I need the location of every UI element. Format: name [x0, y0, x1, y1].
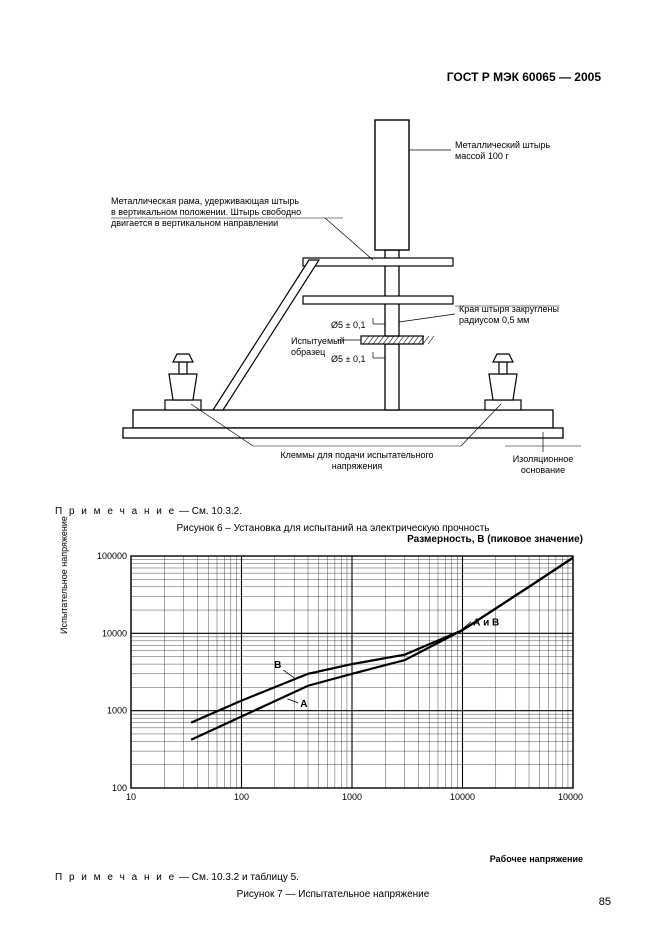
svg-text:Клеммы для подачи испытательно: Клеммы для подачи испытательного [280, 450, 433, 460]
svg-text:10000: 10000 [450, 792, 475, 802]
svg-text:10: 10 [126, 792, 136, 802]
document-header: ГОСТ Р МЭК 60065 — 2005 [447, 70, 601, 84]
svg-text:Ø5 ± 0,1: Ø5 ± 0,1 [331, 354, 365, 364]
figure-7: Размерность, В (пиковое значение) Испыта… [83, 548, 583, 838]
svg-text:А и В: А и В [473, 618, 499, 629]
svg-text:массой 100 г: массой 100 г [455, 151, 509, 161]
svg-text:100: 100 [112, 783, 127, 793]
svg-text:1000: 1000 [107, 706, 127, 716]
svg-text:Изоляционное: Изоляционное [513, 454, 574, 464]
y-axis-label: Испытательное напряжение [59, 516, 69, 634]
figure-6-note: П р и м е ч а н и е — См. 10.3.2. [55, 506, 611, 517]
svg-text:двигается в вертикальном напра: двигается в вертикальном направлении [111, 218, 278, 228]
svg-text:Испытуемый: Испытуемый [291, 336, 345, 346]
chart-title: Размерность, В (пиковое значение) [407, 534, 583, 545]
svg-text:Металлический штырь: Металлический штырь [455, 140, 550, 150]
svg-text:радиусом 0,5 мм: радиусом 0,5 мм [459, 315, 529, 325]
x-axis-label: Рабочее напряжение [490, 854, 583, 864]
svg-text:100000: 100000 [97, 551, 127, 561]
figure-7-caption: Рисунок 7 — Испытательное напряжение [55, 889, 611, 900]
svg-text:Ø5 ± 0,1: Ø5 ± 0,1 [331, 320, 365, 330]
figure-6-caption: Рисунок 6 – Установка для испытаний на э… [55, 523, 611, 534]
svg-text:B: B [274, 660, 281, 671]
svg-text:100000: 100000 [558, 792, 583, 802]
figure-6: Металлический штырьмассой 100 г Металличе… [73, 100, 593, 500]
svg-text:напряжения: напряжения [332, 461, 383, 471]
svg-text:Металлическая рама, удерживающ: Металлическая рама, удерживающая штырь [111, 196, 299, 206]
svg-text:образец: образец [291, 347, 325, 357]
svg-text:в вертикальном положении. Штыр: в вертикальном положении. Штырь свободно [111, 207, 301, 217]
svg-text:100: 100 [234, 792, 249, 802]
svg-text:основание: основание [521, 465, 565, 475]
svg-text:Края штыря закруглены: Края штыря закруглены [459, 304, 559, 314]
page-number: 85 [599, 896, 611, 908]
svg-text:A: A [300, 699, 307, 710]
svg-text:10000: 10000 [102, 628, 127, 638]
svg-text:1000: 1000 [342, 792, 362, 802]
figure-7-note: П р и м е ч а н и е — См. 10.3.2 и табли… [55, 872, 611, 883]
